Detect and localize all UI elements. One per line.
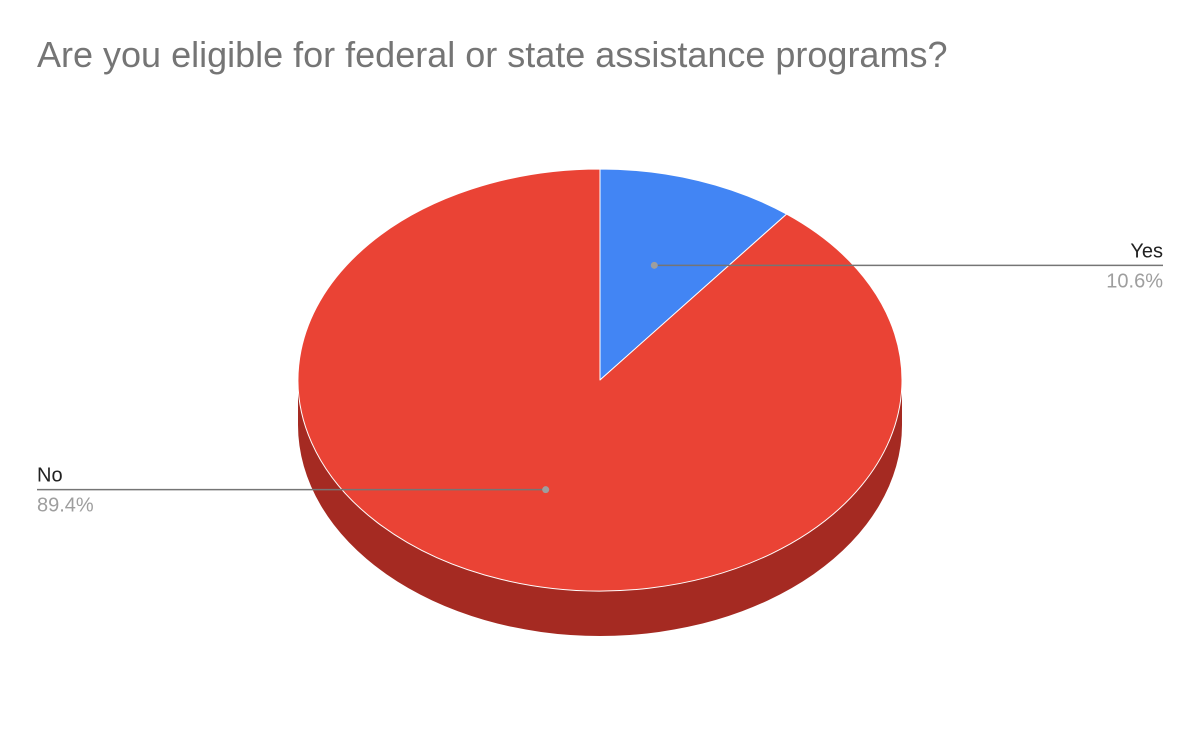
chart-title: Are you eligible for federal or state as… xyxy=(37,34,948,75)
leader-dot-yes xyxy=(650,261,658,269)
slice-value-no: 89.4% xyxy=(37,495,94,517)
pie-side-no xyxy=(298,380,902,636)
slice-label-no: No xyxy=(37,465,63,487)
pie-slice-no xyxy=(297,168,903,592)
slice-label-yes: Yes xyxy=(1130,240,1163,262)
pie-slice-yes xyxy=(599,168,788,381)
leader-dot-no xyxy=(542,486,550,494)
slice-value-yes: 10.6% xyxy=(1106,270,1163,292)
